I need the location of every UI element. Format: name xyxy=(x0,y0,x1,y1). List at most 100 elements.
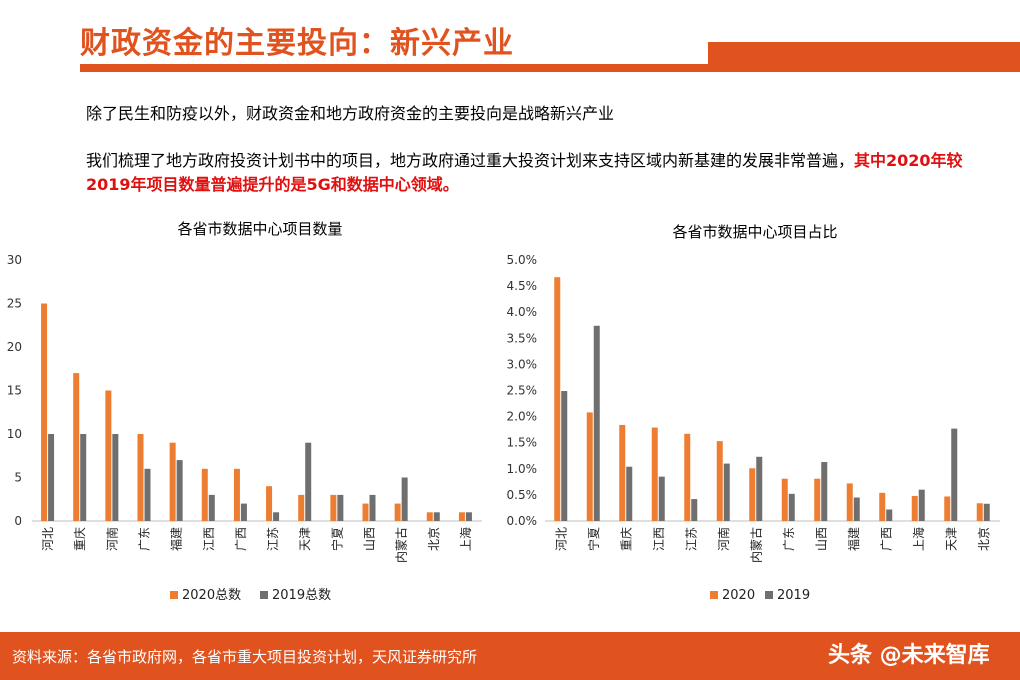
bar-current xyxy=(330,494,337,521)
bar-current xyxy=(586,412,593,521)
x-tick-label: 重庆 xyxy=(73,527,87,551)
bar-prior xyxy=(886,509,893,521)
y-tick-label: 0 xyxy=(14,514,22,528)
bar-prior xyxy=(626,466,633,521)
y-tick-label: 0.5% xyxy=(507,488,538,502)
legend-label: 2019总数 xyxy=(272,588,331,603)
x-tick-label: 内蒙古 xyxy=(394,527,409,563)
bar-prior xyxy=(240,503,247,521)
bar-prior xyxy=(144,468,151,521)
legend-label: 2020 xyxy=(722,588,755,603)
x-tick-label: 河北 xyxy=(554,527,568,551)
y-tick-label: 5 xyxy=(14,471,22,485)
x-tick-label: 山西 xyxy=(814,527,828,551)
title-underline xyxy=(80,64,710,72)
x-tick-label: 天津 xyxy=(298,527,312,551)
y-tick-label: 5.0% xyxy=(507,253,538,267)
y-tick-label: 2.5% xyxy=(507,384,538,398)
y-tick-label: 2.0% xyxy=(507,410,538,424)
x-tick-label: 河南 xyxy=(716,527,731,551)
bar-current xyxy=(814,478,821,521)
title-accent-block xyxy=(708,42,1020,72)
legend-swatch xyxy=(260,591,268,599)
bar-current xyxy=(781,478,788,521)
bar-current xyxy=(137,434,144,521)
y-tick-label: 3.0% xyxy=(507,357,538,371)
x-tick-label: 福建 xyxy=(846,527,861,551)
bar-prior xyxy=(951,428,958,521)
bar-prior xyxy=(723,463,730,521)
y-tick-label: 1.0% xyxy=(507,462,538,476)
x-tick-label: 江西 xyxy=(202,527,216,551)
x-tick-label: 北京 xyxy=(427,527,441,551)
bar-prior xyxy=(658,476,665,521)
y-tick-label: 0.0% xyxy=(507,514,538,528)
bar-current xyxy=(266,486,273,521)
x-tick-label: 内蒙古 xyxy=(748,527,763,563)
bar-prior xyxy=(788,493,795,521)
y-tick-label: 4.5% xyxy=(507,279,538,293)
body-paragraph-1: 除了民生和防疫以外，财政资金和地方政府资金的主要投向是战略新兴产业 xyxy=(86,104,615,123)
legend-swatch xyxy=(170,591,178,599)
bar-current xyxy=(716,441,723,521)
x-tick-label: 广西 xyxy=(879,527,893,551)
x-tick-label: 重庆 xyxy=(619,527,633,551)
x-tick-label: 江苏 xyxy=(684,527,698,551)
bar-prior xyxy=(756,456,763,521)
bar-prior xyxy=(853,497,860,521)
bar-current xyxy=(976,503,983,521)
bar-prior xyxy=(433,512,440,521)
x-tick-label: 广东 xyxy=(138,527,152,551)
bar-current xyxy=(298,494,305,521)
x-tick-label: 江西 xyxy=(652,527,666,551)
y-tick-label: 25 xyxy=(7,297,22,311)
x-tick-label: 福建 xyxy=(169,527,184,551)
bar-prior xyxy=(112,434,119,521)
x-tick-label: 广西 xyxy=(234,527,248,551)
bar-current xyxy=(362,503,369,521)
x-tick-label: 天津 xyxy=(944,527,958,551)
legend-label: 2019 xyxy=(777,588,810,603)
bar-current xyxy=(749,468,756,521)
y-tick-label: 1.5% xyxy=(507,436,538,450)
bar-prior xyxy=(821,462,828,521)
body-paragraph-2-text: 我们梳理了地方政府投资计划书中的项目，地方政府通过重大投资计划来支持区域内新基建… xyxy=(86,151,855,170)
bar-prior xyxy=(273,512,280,521)
y-tick-label: 30 xyxy=(7,253,22,267)
bar-prior xyxy=(593,325,600,521)
legend-swatch xyxy=(710,591,718,599)
bar-current xyxy=(41,303,48,521)
legend-label: 2020总数 xyxy=(182,588,241,603)
source-note: 资料来源：各省市政府网，各省市重大项目投资计划，天风证券研究所 xyxy=(12,648,478,666)
bar-current xyxy=(426,512,433,521)
bar-prior xyxy=(983,503,990,521)
x-tick-label: 河南 xyxy=(104,527,119,551)
bar-prior xyxy=(48,434,55,521)
bar-current xyxy=(169,442,176,521)
watermark: 头条 @未来智库 xyxy=(828,643,990,668)
x-tick-label: 山西 xyxy=(363,527,377,551)
legend-swatch xyxy=(765,591,773,599)
chart1-title: 各省市数据中心项目数量 xyxy=(177,220,343,238)
bar-prior xyxy=(208,494,215,521)
bar-current xyxy=(554,277,561,521)
page-title: 财政资金的主要投向：新兴产业 xyxy=(80,26,514,61)
body-paragraph-2: 我们梳理了地方政府投资计划书中的项目，地方政府通过重大投资计划来支持区域内新基建… xyxy=(86,149,966,197)
bar-prior xyxy=(80,434,87,521)
x-tick-label: 宁夏 xyxy=(586,527,601,551)
bar-current xyxy=(846,483,853,521)
bar-prior xyxy=(401,477,408,521)
bar-prior xyxy=(918,489,925,521)
footer-bar xyxy=(0,632,1020,680)
x-tick-label: 上海 xyxy=(458,527,473,551)
bar-current xyxy=(651,427,658,521)
bar-prior xyxy=(691,499,698,521)
bar-prior xyxy=(176,460,183,521)
bar-current xyxy=(944,496,951,521)
bar-prior xyxy=(369,494,376,521)
body-paragraph-2-highlight: 其中2020年较2019年项目数量普遍提升的是5G和数据中心领域。 xyxy=(86,151,963,194)
bar-current xyxy=(684,433,691,521)
bar-prior xyxy=(305,442,312,521)
